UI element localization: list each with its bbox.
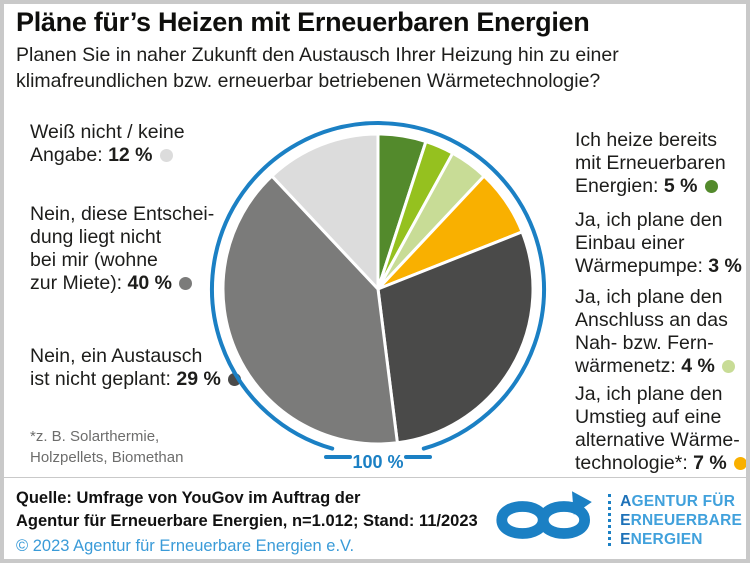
callout: Weiß nicht / keine Angabe: 12 % [30, 121, 185, 167]
callout-line: ist nicht geplant: 29 % [30, 368, 241, 391]
callout-value: 4 % [681, 355, 715, 377]
logo-divider [608, 494, 612, 546]
logo-text-line: AGENTUR FÜR [620, 492, 736, 510]
callout-line: Anschluss an das [575, 309, 728, 331]
callout-value: 29 % [176, 368, 221, 390]
callout-line: bei mir (wohne [30, 249, 158, 271]
pie-slice [270, 132, 380, 291]
callout-line: Ja, ich plane den [575, 209, 723, 231]
pie-ring [210, 121, 546, 451]
footnote-line1: *z. B. Solarthermie, [30, 428, 160, 445]
logo-text: AGENTUR FÜR ERNEUERBARE ENERGIEN [620, 492, 742, 549]
callout: Nein, ein Austausch ist nicht geplant: 29… [30, 345, 241, 391]
source-line2: Agentur für Erneuerbare Energien, n=1.01… [16, 512, 478, 530]
callout-line: Energien: 5 % [575, 175, 726, 198]
legend-dot-icon [159, 149, 173, 162]
callout-line: wärmenetz: 4 % [575, 355, 735, 378]
callout: Nein, diese Entschei-dung liegt nicht bei… [30, 203, 214, 295]
callout-line: Ich heize bereits [575, 129, 717, 151]
source-line1: Quelle: Umfrage von YouGov im Auftrag de… [16, 489, 361, 507]
callout-line: Weiß nicht / keine [30, 121, 185, 143]
callout-line: technologie*: 7 % [575, 452, 747, 475]
logo-text-line: ERNEUERBARE [620, 511, 742, 529]
footer-divider [4, 477, 746, 478]
callout-line: Nein, ein Austausch [30, 345, 203, 367]
callout: Ja, ich plane den Anschluss an das Nah- bz… [575, 286, 735, 378]
callout-value: 12 % [108, 144, 153, 166]
callout: Ich heize bereits mit Erneuerbaren Energie… [575, 129, 726, 198]
callout-line: Nein, diese Entschei- [30, 203, 215, 225]
callout-line: zur Miete): 40 % [30, 272, 214, 295]
infinity-arrow-icon [496, 491, 592, 539]
callout-line: Ja, ich plane den [575, 286, 723, 308]
page-title: Pläne für’s Heizen mit Erneuerbaren Ener… [16, 7, 590, 37]
footnote: *z. B. Solarthermie, Holzpellets, Biomet… [30, 426, 183, 468]
pie-slice [376, 230, 535, 445]
logo-text-line: ENERGIEN [620, 530, 703, 548]
callout-line: alternative Wärme- [575, 429, 740, 451]
source-block: Quelle: Umfrage von YouGov im Auftrag de… [16, 487, 478, 558]
callout-value: 5 % [663, 175, 698, 197]
legend-dot-icon [733, 457, 747, 470]
callout-line: Ja, ich plane den [575, 383, 723, 405]
callout-line: Wärmepumpe: 3 % [575, 255, 750, 278]
legend-dot-icon [721, 360, 735, 373]
callout-line: Nah- bzw. Fern- [575, 332, 714, 354]
callout-line: dung liegt nicht [30, 226, 162, 248]
callout: Ja, ich plane den Einbau einer Wärmepumpe:… [575, 209, 750, 278]
callout-value: 40 % [127, 272, 172, 294]
legend-dot-icon [704, 180, 718, 193]
copyright: © 2023 Agentur für Erneuerbare Energien … [16, 537, 355, 555]
footnote-line2: Holzpellets, Biomethan [30, 449, 184, 466]
callout-line: Angabe: 12 % [30, 144, 185, 167]
callout-line: Umstieg auf eine [575, 406, 722, 428]
callout-line: Einbau einer [575, 232, 685, 254]
callout: Ja, ich plane den Umstieg auf eine alterna… [575, 383, 747, 475]
agency-logo: AGENTUR FÜR ERNEUERBARE ENERGIEN [491, 491, 742, 549]
survey-question-line1: Planen Sie in naher Zukunft den Austausc… [16, 44, 619, 66]
pie-slice [221, 174, 399, 446]
pie-total-label: 100 % [352, 452, 403, 472]
callout-value: 3 % [708, 255, 742, 277]
header: Pläne für’s Heizen mit Erneuerbaren Ener… [16, 6, 738, 94]
survey-question-line2: klimafreundlichen bzw. erneuerbar betrie… [16, 70, 601, 92]
callout-line: mit Erneuerbaren [575, 152, 726, 174]
pie-chart: 100 % [210, 121, 546, 472]
survey-question: Planen Sie in naher Zukunft den Austausc… [16, 42, 738, 94]
callout-value: 7 % [693, 452, 727, 474]
legend-dot-icon [178, 277, 192, 290]
